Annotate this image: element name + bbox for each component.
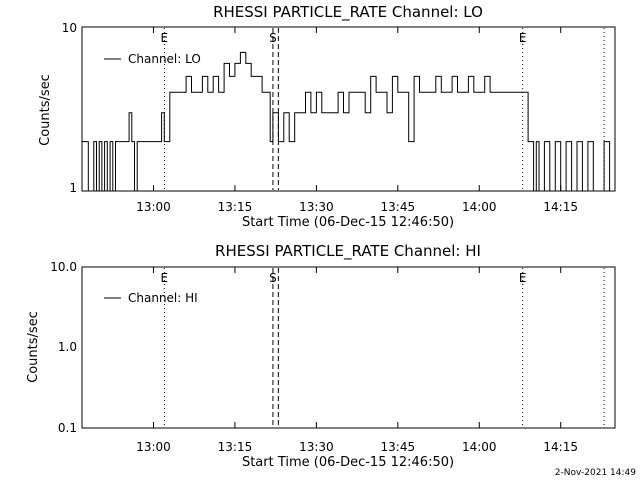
hi-legend: Channel: HI <box>104 291 198 305</box>
lo-x-tick-label: 14:00 <box>462 200 497 214</box>
lo-x-tick-label: 13:45 <box>381 200 416 214</box>
hi-legend-label: Channel: HI <box>128 291 198 305</box>
generation-timestamp: 2-Nov-2021 14:49 <box>555 468 637 478</box>
hi-plot-frame <box>81 266 616 429</box>
hi-x-tick-label: 14:00 <box>462 440 497 454</box>
lo-chart-title: RHESSI PARTICLE_RATE Channel: LO <box>213 3 483 22</box>
hi-chart-title: RHESSI PARTICLE_RATE Channel: HI <box>215 242 481 261</box>
hi-x-tick-label: 13:15 <box>218 440 253 454</box>
hi-x-tick-label: 13:45 <box>381 440 416 454</box>
lo-event-marker-label: S <box>269 31 277 45</box>
lo-y-axis-label: Counts/sec <box>38 74 53 146</box>
hi-y-tick-label: 10.0 <box>50 260 77 274</box>
hi-x-tick-label: 13:30 <box>299 440 334 454</box>
lo-y-tick-label: 1 <box>69 181 77 195</box>
lo-series-line <box>82 51 615 192</box>
lo-channel-chart: RHESSI PARTICLE_RATE Channel: LO Start T… <box>38 3 616 230</box>
hi-event-marker-label: E <box>519 271 527 285</box>
hi-event-marker-label: S <box>269 271 277 285</box>
lo-event-marker-label: E <box>519 31 527 45</box>
lo-x-axis-label: Start Time (06-Dec-15 12:46:50) <box>242 215 454 230</box>
hi-channel-chart: RHESSI PARTICLE_RATE Channel: HI Start T… <box>26 242 616 470</box>
lo-x-tick-label: 13:00 <box>136 200 171 214</box>
hi-y-tick-label: 1.0 <box>58 340 77 354</box>
hi-x-tick-label: 13:00 <box>136 440 171 454</box>
hi-x-axis-label: Start Time (06-Dec-15 12:46:50) <box>242 455 454 470</box>
lo-event-marker-label: E <box>161 31 169 45</box>
lo-y-tick-label: 10 <box>62 21 77 35</box>
lo-x-tick-label: 13:30 <box>299 200 334 214</box>
lo-x-tick-label: 14:15 <box>543 200 578 214</box>
lo-x-tick-label: 13:15 <box>218 200 253 214</box>
lo-legend: Channel: LO <box>104 52 201 66</box>
hi-event-marker-label: E <box>161 271 169 285</box>
lo-legend-label: Channel: LO <box>128 52 201 66</box>
lo-plot-frame <box>81 26 616 192</box>
hi-x-tick-label: 14:15 <box>543 440 578 454</box>
hi-y-tick-label: 0.1 <box>58 421 77 435</box>
hi-y-axis-label: Counts/sec <box>26 311 41 383</box>
